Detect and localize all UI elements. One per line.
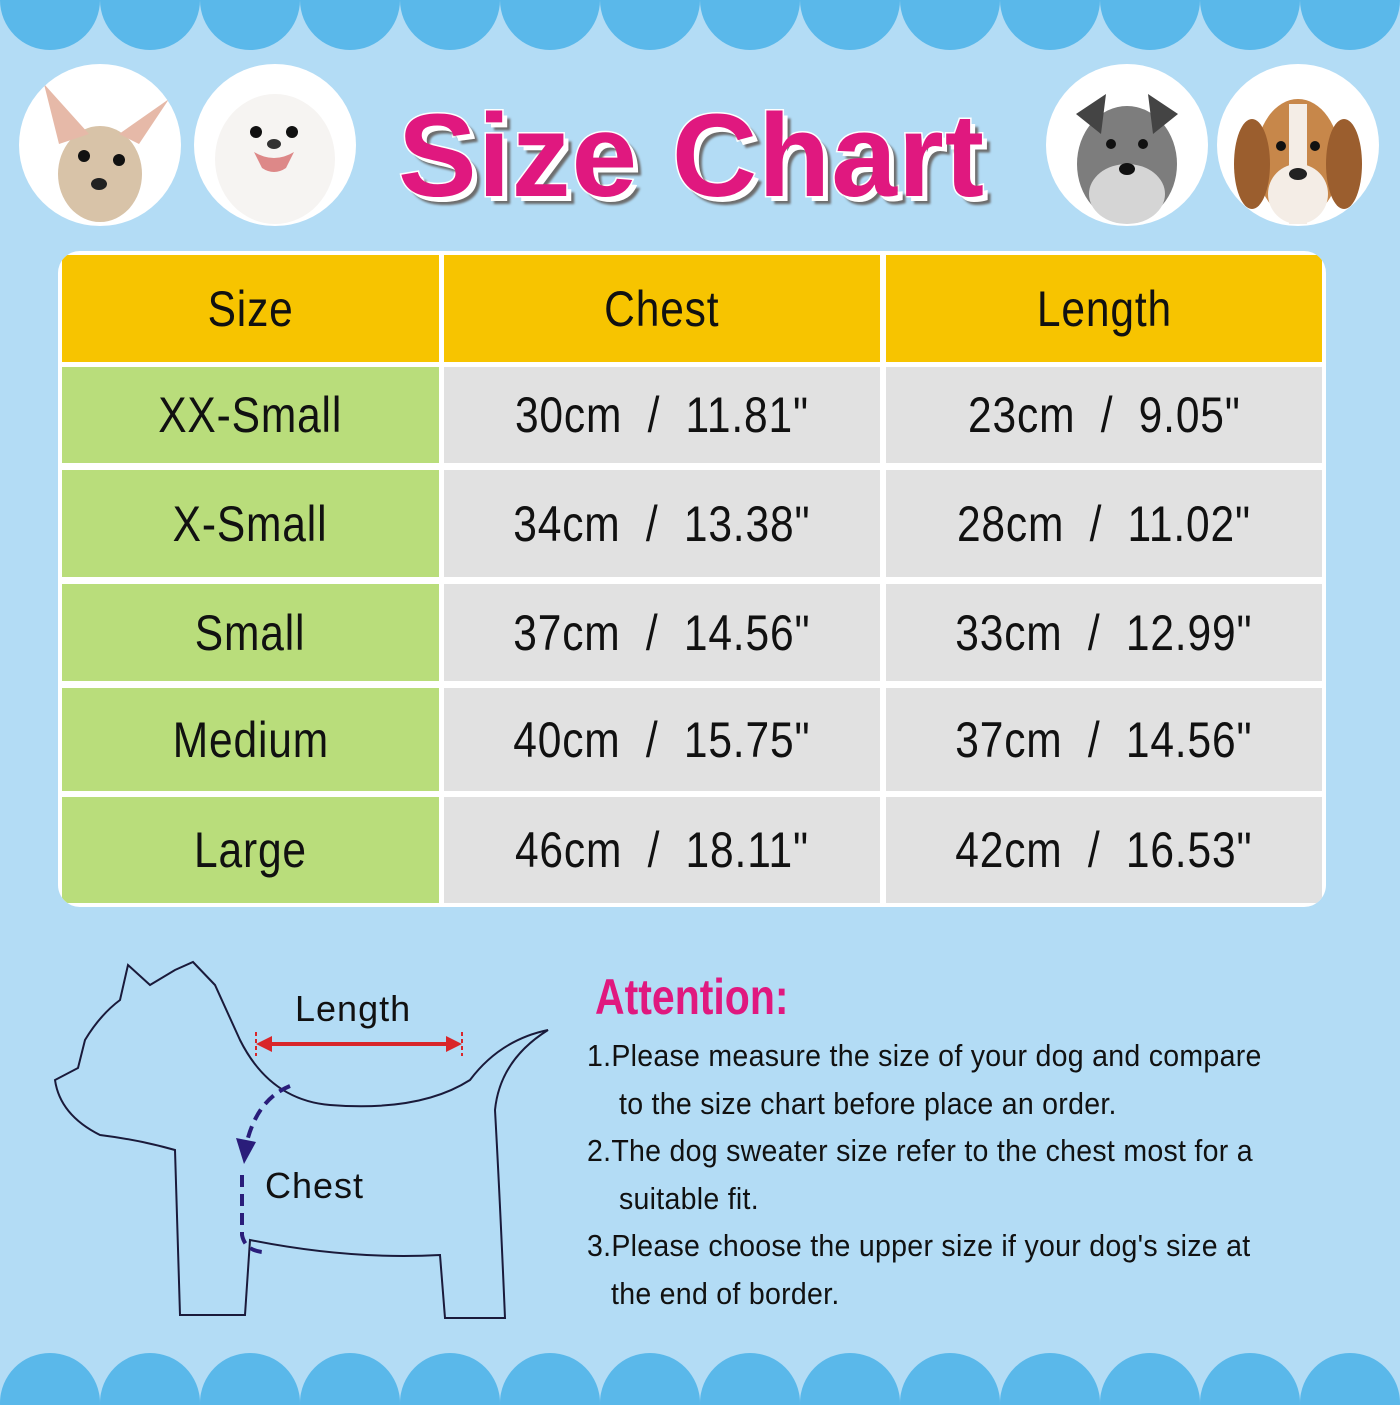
scallop (200, 0, 300, 50)
scallop (200, 1353, 300, 1405)
dog-outline (53, 960, 549, 1319)
chest-cell-text: 34cm / 13.38" (513, 495, 811, 552)
beagle-photo (1217, 64, 1379, 226)
size-cell-text: Large (194, 822, 307, 878)
scallop (700, 0, 800, 50)
length-cell-text: 23cm / 9.05" (967, 387, 1241, 443)
header-chest: Chest (444, 255, 880, 362)
header-size-text: Size (207, 280, 294, 337)
size-cell: Medium (62, 688, 439, 791)
chest-cell-text: 46cm / 18.11" (514, 822, 809, 878)
scallop (900, 1353, 1000, 1405)
pomeranian-photo (194, 64, 356, 226)
length-cell-text: 42cm / 16.53" (955, 822, 1253, 878)
scallop (500, 0, 600, 50)
chest-cell-text: 30cm / 11.81" (514, 387, 809, 443)
size-cell: XX-Small (62, 367, 439, 463)
top-scallop-border (0, 0, 1400, 50)
chest-cell: 37cm / 14.56" (444, 584, 880, 681)
scallop (700, 1353, 800, 1405)
scallop (300, 1353, 400, 1405)
chest-arrow (240, 1084, 291, 1254)
scallop (1100, 1353, 1200, 1405)
length-cell: 23cm / 9.05" (886, 367, 1322, 463)
length-cell: 42cm / 16.53" (886, 797, 1322, 903)
scallop (900, 0, 1000, 50)
scallop (0, 0, 100, 50)
header-length-text: Length (1036, 280, 1172, 337)
note-line: 2.The dog sweater size refer to the ches… (587, 1133, 1253, 1168)
length-cell: 33cm / 12.99" (886, 584, 1322, 681)
chest-cell: 30cm / 11.81" (444, 367, 880, 463)
scallop (600, 1353, 700, 1405)
scallop (800, 0, 900, 50)
size-table: Size Chest Length XX-Small 30cm / 11.81" 23cm… (58, 251, 1326, 907)
scallop (400, 1353, 500, 1405)
length-cell-text: 33cm / 12.99" (955, 604, 1253, 661)
length-cell-text: 28cm / 11.02" (956, 495, 1251, 552)
header-chest-text: Chest (604, 280, 720, 337)
note-line: suitable fit. (619, 1181, 759, 1216)
dog-measurement-diagram (53, 960, 549, 1319)
chest-cell-text: 37cm / 14.56" (513, 604, 811, 661)
scallop (1000, 0, 1100, 50)
note-line: 1.Please measure the size of your dog an… (587, 1038, 1262, 1073)
scallop (1200, 0, 1300, 50)
size-cell-text: XX-Small (158, 387, 343, 443)
note-line: 3.Please choose the upper size if your d… (587, 1228, 1251, 1263)
note-line: to the size chart before place an order. (619, 1086, 1117, 1121)
size-cell: X-Small (62, 470, 439, 577)
length-cell: 28cm / 11.02" (886, 470, 1322, 577)
header-size: Size (62, 255, 439, 362)
scallop (1300, 0, 1400, 50)
chest-label: Chest (265, 1165, 365, 1206)
scallop (1200, 1353, 1300, 1405)
page-title: Size Chart (396, 89, 986, 224)
chest-cell-text: 40cm / 15.75" (513, 711, 811, 768)
size-cell: Small (62, 584, 439, 681)
chest-cell: 46cm / 18.11" (444, 797, 880, 903)
length-label: Length (295, 988, 412, 1029)
scallop (1300, 1353, 1400, 1405)
length-cell-text: 37cm / 14.56" (955, 711, 1253, 768)
schnauzer-photo (1046, 64, 1208, 226)
size-cell-text: Small (195, 604, 306, 661)
chest-cell: 34cm / 13.38" (444, 470, 880, 577)
scallop (100, 1353, 200, 1405)
chest-cell: 40cm / 15.75" (444, 688, 880, 791)
scallop (500, 1353, 600, 1405)
scallop (800, 1353, 900, 1405)
size-cell-text: X-Small (173, 495, 328, 552)
size-cell-text: Medium (172, 711, 329, 768)
scallop (1100, 0, 1200, 50)
scallop (1000, 1353, 1100, 1405)
scallop (0, 1353, 100, 1405)
chihuahua-photo (19, 64, 181, 226)
header-length: Length (886, 255, 1322, 362)
attention-heading: Attention: (595, 969, 789, 1025)
length-cell: 37cm / 14.56" (886, 688, 1322, 791)
scallop (400, 0, 500, 50)
size-cell: Large (62, 797, 439, 903)
scallop (300, 0, 400, 50)
scallop (600, 0, 700, 50)
note-line: the end of border. (611, 1276, 840, 1311)
bottom-scallop-border (0, 1353, 1400, 1405)
scallop (100, 0, 200, 50)
